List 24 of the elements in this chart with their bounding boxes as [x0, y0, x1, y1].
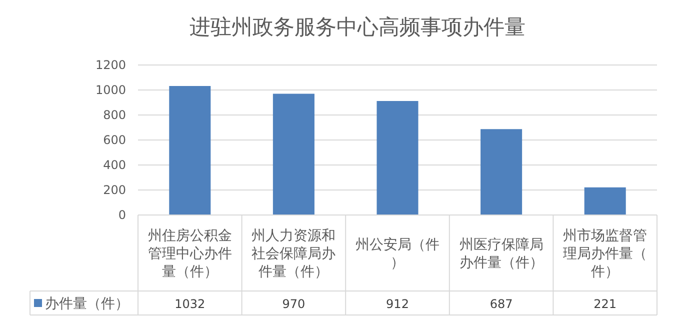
y-tick-label: 400: [103, 158, 126, 172]
bar: [272, 94, 314, 215]
bar: [584, 187, 626, 215]
y-tick-label: 1000: [95, 83, 126, 97]
bar: [169, 86, 211, 215]
x-tick-label: 州住房公积金管理中心办件量（件）: [148, 228, 232, 280]
x-tick-label: 州医疗保障局办件量（件）: [459, 237, 544, 271]
bar: [376, 101, 418, 215]
bar: [480, 129, 522, 215]
y-tick-label: 200: [103, 183, 126, 197]
x-tick-label: 州人力资源和社会保障局办件量（件）: [252, 228, 336, 280]
y-tick-label: 600: [103, 133, 126, 147]
x-tick-label: 州公安局（件）: [356, 237, 440, 271]
y-tick-label: 1200: [95, 58, 126, 72]
chart-title: 进驻州政务服务中心高频事项办件量: [190, 15, 526, 39]
legend-label: 办件量（件）: [45, 296, 129, 312]
data-label: 1032: [174, 297, 206, 311]
data-label: 912: [386, 297, 409, 311]
data-label: 687: [490, 297, 513, 311]
data-label: 221: [594, 297, 617, 311]
data-label: 970: [282, 297, 306, 311]
x-tick-label: 州市场监督管理局办件量（件）: [563, 228, 648, 280]
y-tick-label: 0: [118, 208, 126, 222]
y-tick-label: 800: [103, 108, 126, 122]
